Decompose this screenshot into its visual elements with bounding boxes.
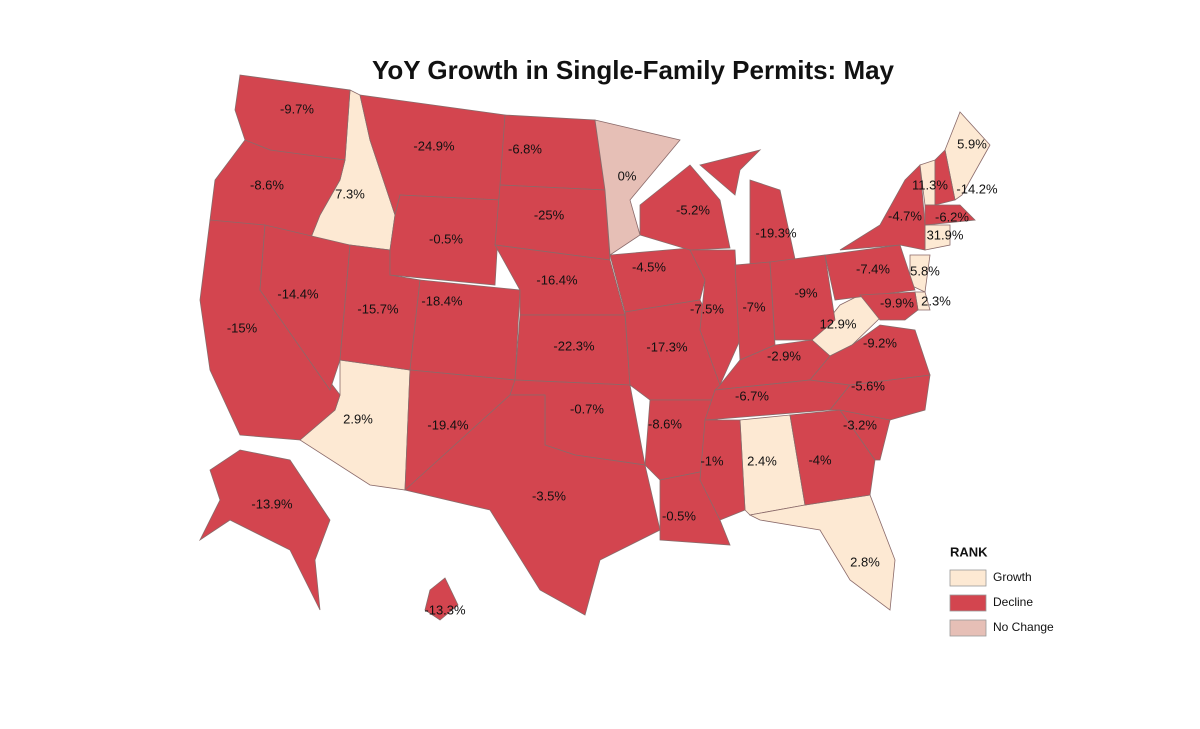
value-label: -15% <box>227 320 258 335</box>
state <box>769 254 836 341</box>
value-label: -7.5% <box>690 301 724 316</box>
state <box>748 494 896 611</box>
value-label: 2.4% <box>747 453 777 468</box>
state <box>924 204 976 226</box>
map-title: YoY Growth in Single-Family Permits: May <box>372 55 895 85</box>
value-label: -15.7% <box>357 301 399 316</box>
value-label: 2.8% <box>850 554 880 569</box>
value-label: -8.6% <box>648 416 682 431</box>
value-label: -6.7% <box>735 388 769 403</box>
state <box>809 324 931 386</box>
state <box>424 577 459 621</box>
value-label: -19.4% <box>427 417 469 432</box>
value-label: -5.6% <box>851 378 885 393</box>
value-label: 7.3% <box>335 186 365 201</box>
value-label: -6.2% <box>935 209 969 224</box>
value-label: -1% <box>700 453 724 468</box>
value-label: -17.3% <box>646 339 688 354</box>
legend-label: Decline <box>993 595 1033 609</box>
state <box>209 139 346 241</box>
value-label: -22.3% <box>553 338 595 353</box>
state <box>839 164 926 251</box>
value-label: -9.9% <box>880 295 914 310</box>
value-label: -6.8% <box>508 141 542 156</box>
value-label: -0.5% <box>662 508 696 523</box>
value-label: 0% <box>618 168 637 183</box>
value-label: -9.2% <box>863 335 897 350</box>
value-label: -0.7% <box>570 401 604 416</box>
value-label: -14.2% <box>956 181 998 196</box>
legend-label: Growth <box>993 570 1032 584</box>
state <box>198 449 331 611</box>
value-label: 2.9% <box>343 411 373 426</box>
value-label: -3.2% <box>843 417 877 432</box>
value-label: -16.4% <box>536 272 578 287</box>
value-label: -9% <box>794 285 818 300</box>
legend-swatch <box>949 569 987 587</box>
value-label: 12.9% <box>820 316 857 331</box>
value-label: -13.9% <box>251 496 293 511</box>
value-label: -9.7% <box>280 101 314 116</box>
value-label: -25% <box>534 207 565 222</box>
state <box>594 119 681 256</box>
value-label: -13.3% <box>424 602 466 617</box>
value-label: 5.8% <box>910 263 940 278</box>
value-label: -4% <box>808 452 832 467</box>
legend-title: RANK <box>950 544 988 559</box>
value-label: -8.6% <box>250 177 284 192</box>
value-label: -0.5% <box>429 231 463 246</box>
state <box>859 291 919 321</box>
state <box>404 394 661 616</box>
state <box>609 247 706 313</box>
legend-swatch <box>949 619 987 637</box>
value-label: -18.4% <box>421 293 463 308</box>
state <box>824 244 916 301</box>
value-label: -14.4% <box>277 286 319 301</box>
value-label: 11.3% <box>912 177 948 192</box>
value-label: 2.3% <box>921 293 951 308</box>
value-label: -7% <box>742 299 766 314</box>
value-label: -24.9% <box>413 138 455 153</box>
value-label: -2.9% <box>767 348 801 363</box>
value-label: -19.3% <box>755 225 797 240</box>
state <box>934 149 956 206</box>
legend-swatch <box>949 594 987 612</box>
value-label: -3.5% <box>532 488 566 503</box>
state <box>699 419 746 521</box>
value-label: -7.4% <box>856 261 890 276</box>
value-label: -4.5% <box>632 259 666 274</box>
value-label: -5.2% <box>676 202 710 217</box>
value-label: 5.9% <box>957 136 987 151</box>
state <box>789 409 876 506</box>
state <box>259 224 351 391</box>
value-label: -4.7% <box>888 208 922 223</box>
value-label: 31.9% <box>927 227 964 242</box>
legend-label: No Change <box>993 620 1054 634</box>
